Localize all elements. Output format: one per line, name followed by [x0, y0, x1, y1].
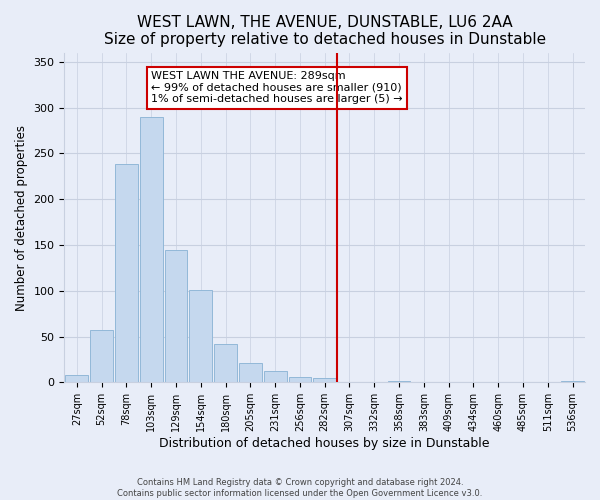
Title: WEST LAWN, THE AVENUE, DUNSTABLE, LU6 2AA
Size of property relative to detached : WEST LAWN, THE AVENUE, DUNSTABLE, LU6 2A…: [104, 15, 546, 48]
Bar: [239, 363, 262, 382]
Bar: [264, 372, 287, 382]
Bar: [289, 377, 311, 382]
Bar: [65, 375, 88, 382]
Bar: [313, 378, 336, 382]
Bar: [140, 117, 163, 382]
Bar: [388, 380, 410, 382]
Text: Contains HM Land Registry data © Crown copyright and database right 2024.
Contai: Contains HM Land Registry data © Crown c…: [118, 478, 482, 498]
Bar: [90, 330, 113, 382]
Bar: [214, 344, 237, 383]
Bar: [164, 250, 187, 382]
X-axis label: Distribution of detached houses by size in Dunstable: Distribution of detached houses by size …: [160, 437, 490, 450]
Bar: [190, 290, 212, 382]
Y-axis label: Number of detached properties: Number of detached properties: [15, 124, 28, 310]
Bar: [115, 164, 138, 382]
Text: WEST LAWN THE AVENUE: 289sqm
← 99% of detached houses are smaller (910)
1% of se: WEST LAWN THE AVENUE: 289sqm ← 99% of de…: [151, 71, 403, 104]
Bar: [561, 380, 584, 382]
